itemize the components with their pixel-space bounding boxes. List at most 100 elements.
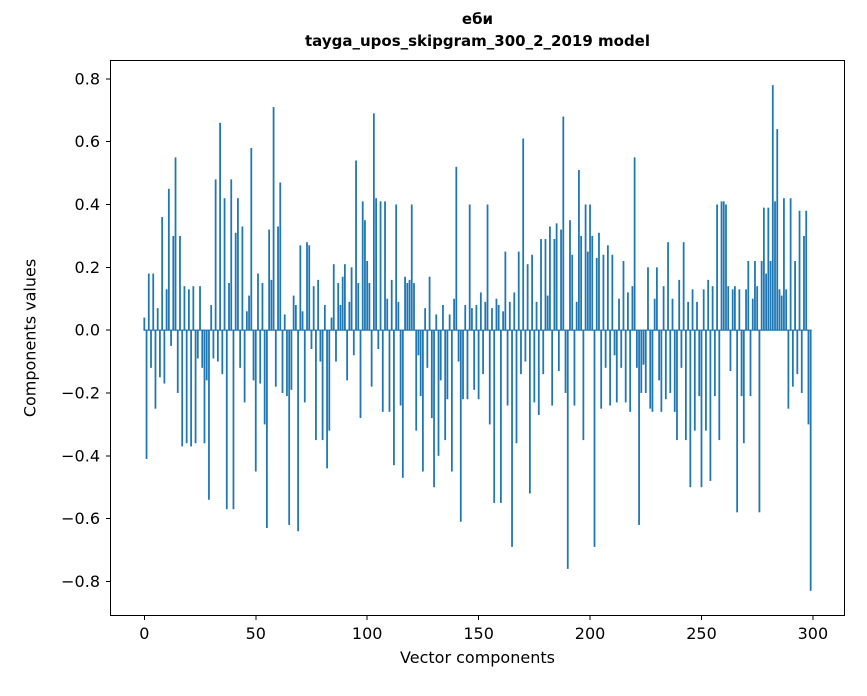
bar [528, 330, 531, 494]
bar [765, 273, 767, 331]
bar [257, 273, 259, 331]
bar [800, 330, 803, 393]
bar [620, 330, 623, 368]
bar [156, 308, 159, 331]
bar [214, 179, 217, 331]
bar [388, 330, 391, 412]
bar [513, 292, 516, 331]
bar [468, 204, 471, 331]
bar [174, 157, 177, 331]
bar [145, 330, 148, 459]
bar [272, 107, 275, 331]
bar [718, 330, 721, 441]
bar [366, 261, 369, 331]
bar [283, 314, 286, 331]
bar [696, 301, 698, 331]
bar [270, 279, 273, 331]
bar [680, 330, 683, 368]
bar [239, 330, 242, 368]
bar [395, 204, 398, 331]
bar [566, 330, 569, 569]
bar [435, 314, 438, 331]
bar [259, 330, 262, 384]
bar [745, 289, 747, 331]
bar [482, 330, 484, 375]
bar [582, 330, 585, 441]
bar [399, 330, 402, 406]
bar [794, 261, 796, 331]
bar [254, 330, 257, 472]
bar [266, 330, 268, 529]
bar [475, 305, 478, 331]
bar [740, 330, 743, 397]
bar [384, 201, 386, 331]
bar [595, 257, 598, 331]
bar [212, 330, 215, 359]
bar [192, 286, 195, 331]
bar [571, 254, 574, 331]
bar [426, 330, 429, 368]
bar [711, 286, 714, 331]
bar [194, 330, 197, 444]
bar [181, 330, 184, 447]
bar [437, 330, 440, 456]
chart-title: еби tayga_upos_skipgram_300_2_2019 model [110, 8, 845, 52]
bar [422, 330, 424, 472]
bar [471, 308, 473, 331]
bar [357, 283, 360, 331]
bar [515, 330, 518, 444]
bar [506, 330, 509, 406]
bar [673, 330, 676, 412]
bar [738, 289, 741, 331]
bar [727, 286, 730, 331]
bar [542, 330, 545, 375]
bar [479, 292, 482, 331]
bar [410, 204, 413, 331]
bar [591, 235, 594, 331]
bar [306, 242, 308, 331]
bar [780, 295, 783, 331]
bar [234, 232, 237, 331]
bar [279, 182, 282, 331]
bar [589, 204, 591, 331]
bar [493, 330, 496, 503]
bar [767, 207, 770, 331]
zero-line [143, 329, 812, 331]
bar [796, 330, 799, 375]
bar [323, 305, 326, 331]
bar [221, 330, 224, 375]
bar [805, 210, 808, 331]
x-tick-label: 200 [575, 624, 606, 643]
bar [803, 235, 805, 331]
bar [809, 330, 812, 591]
bar [569, 220, 571, 331]
bar [602, 254, 605, 331]
bar [453, 298, 455, 331]
bar [268, 229, 271, 331]
bar [165, 289, 168, 331]
bar [540, 239, 542, 331]
bar [245, 311, 248, 331]
bar [393, 330, 395, 466]
bar [232, 330, 235, 510]
bar [618, 298, 620, 331]
bar [662, 286, 665, 331]
bar [352, 330, 355, 356]
bar [464, 305, 467, 331]
bar [466, 330, 469, 400]
bar [551, 330, 554, 406]
bar [179, 235, 181, 331]
bar [241, 226, 244, 331]
bar [731, 289, 734, 331]
bar [339, 305, 342, 331]
x-tick-label: 100 [352, 624, 383, 643]
bar [199, 286, 201, 331]
bar [183, 286, 186, 331]
bar [762, 207, 765, 331]
bar [783, 198, 785, 331]
bar [644, 330, 647, 393]
bar [381, 330, 384, 412]
bar [531, 254, 533, 331]
bar [774, 201, 776, 331]
x-tick-label: 300 [798, 624, 829, 643]
